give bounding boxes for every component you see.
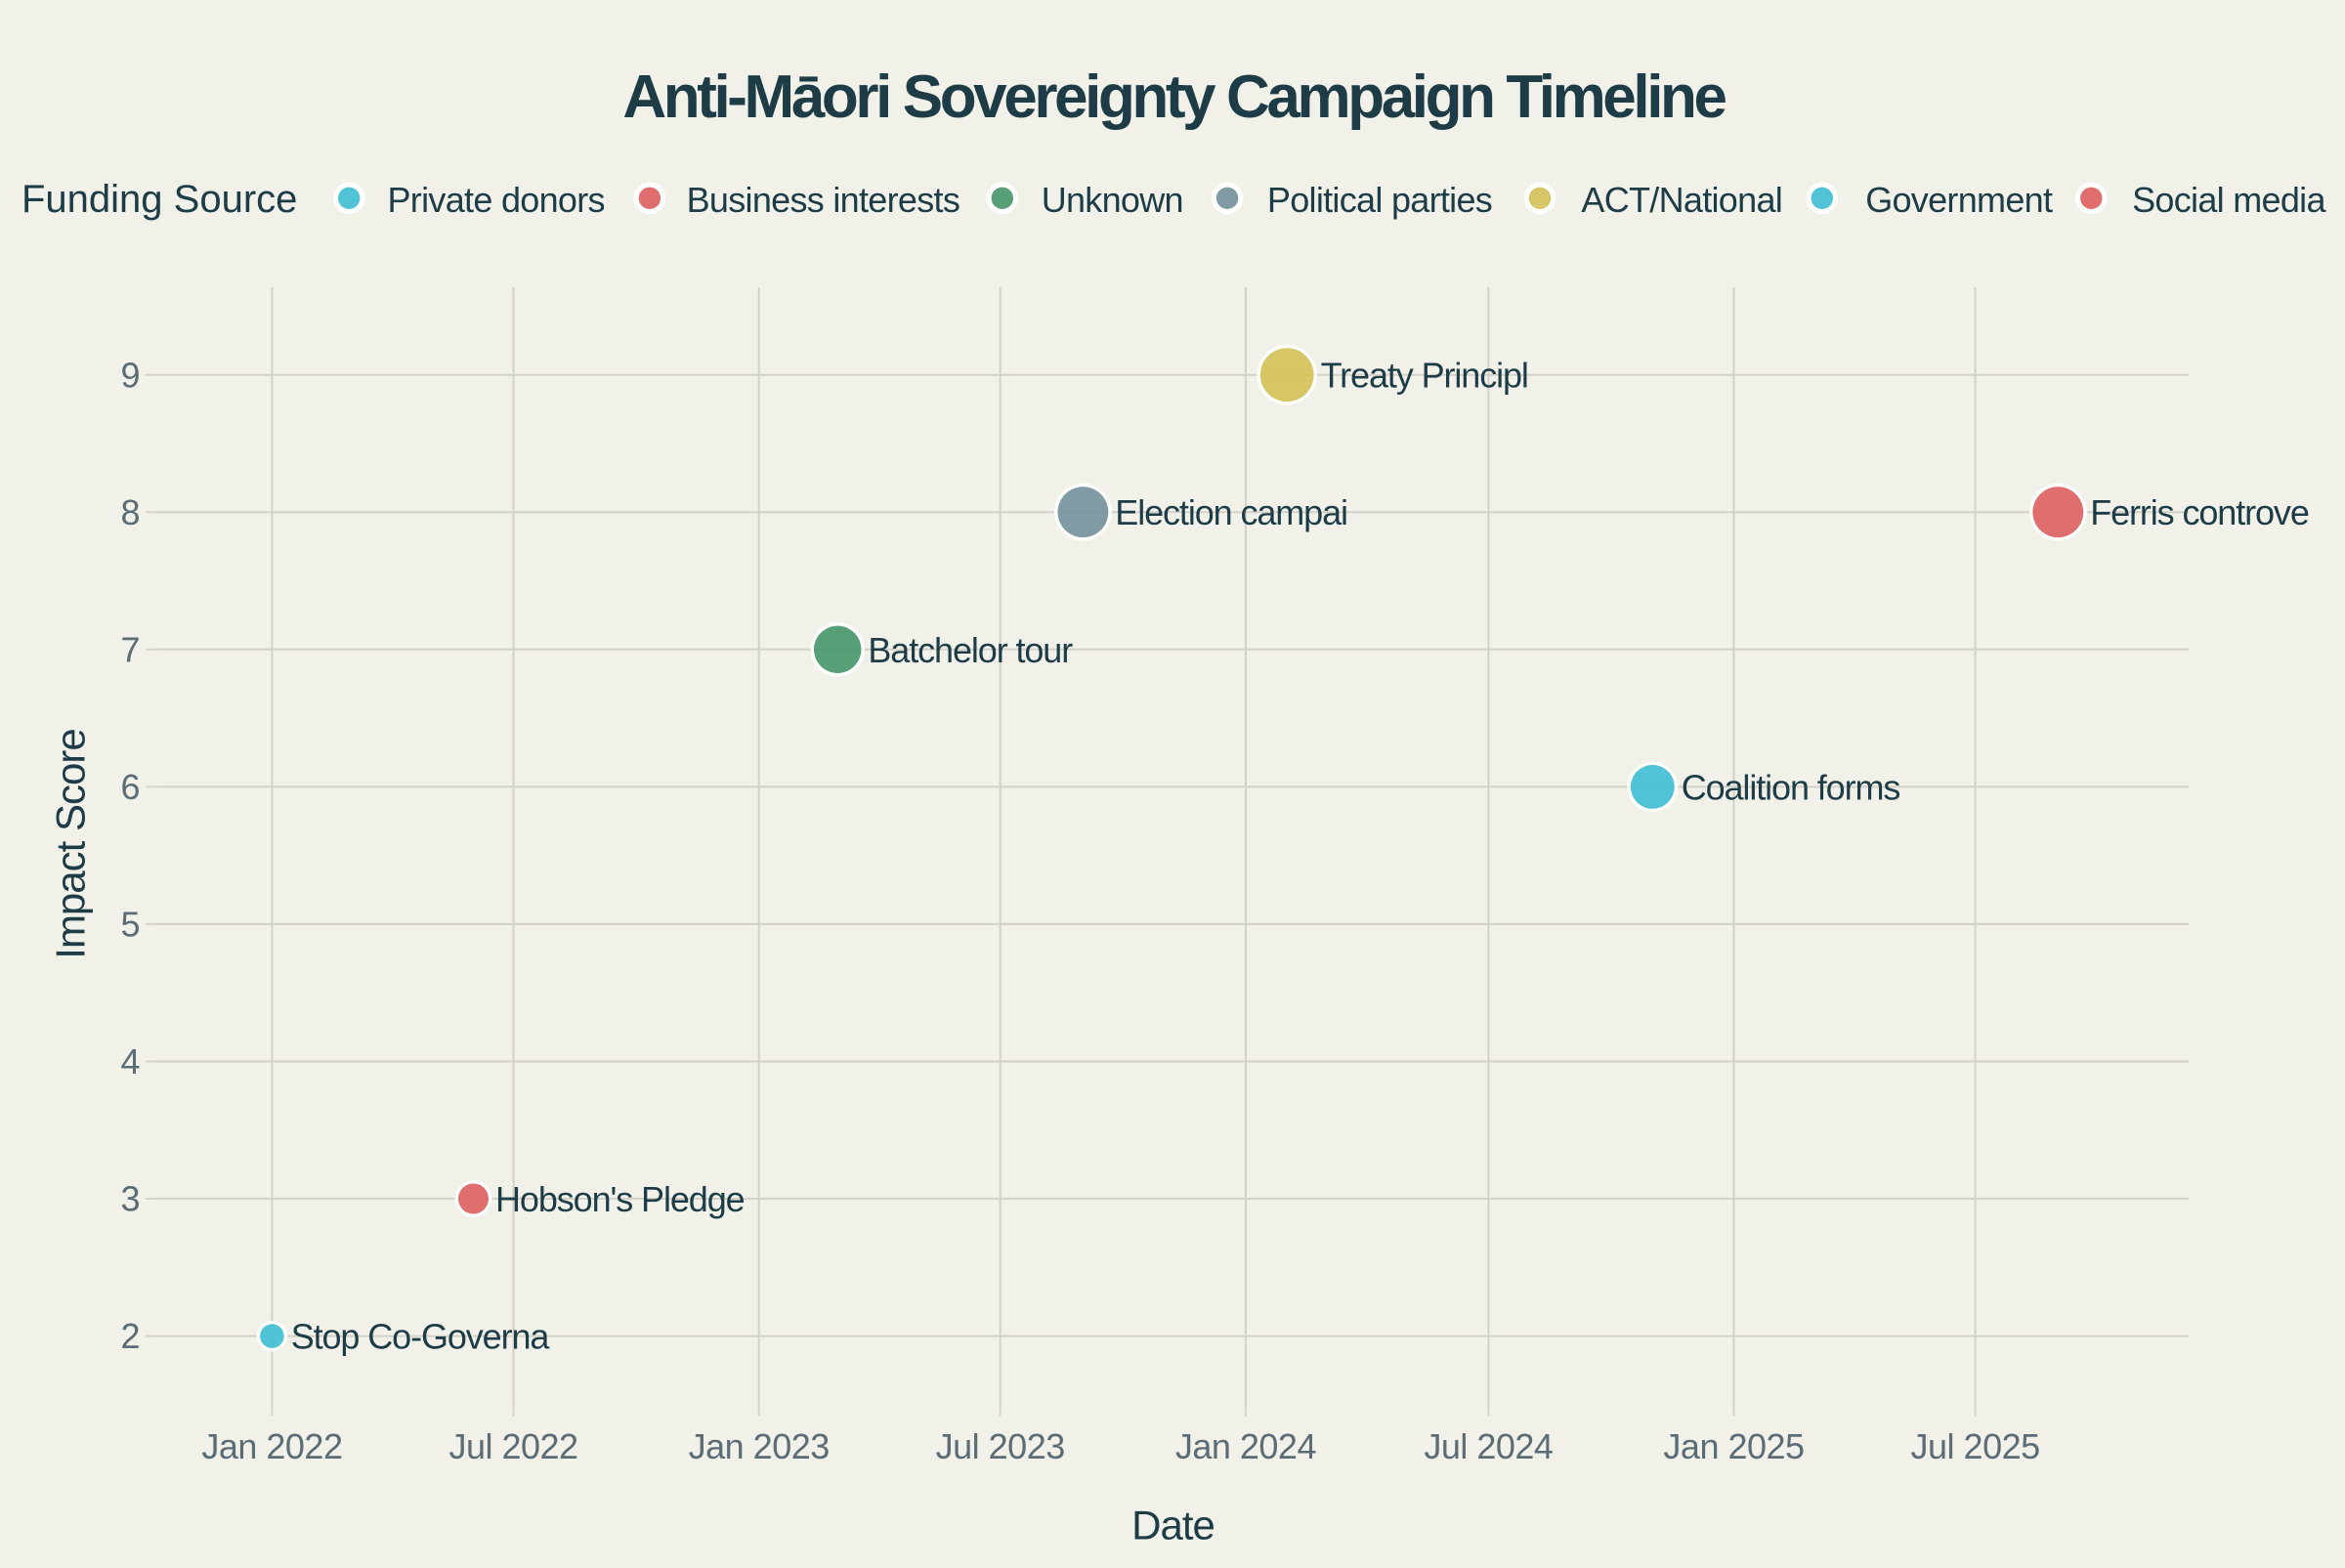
svg-text:Jan 2025: Jan 2025	[1663, 1426, 1804, 1466]
svg-text:Jul 2023: Jul 2023	[936, 1426, 1065, 1466]
svg-text:Political parties: Political parties	[1267, 180, 1492, 220]
svg-text:Funding Source: Funding Source	[21, 178, 297, 221]
svg-text:Stop Co-Governa: Stop Co-Governa	[291, 1317, 551, 1357]
svg-text:Hobson's Pledge: Hobson's Pledge	[495, 1179, 745, 1219]
svg-text:Coalition forms: Coalition forms	[1682, 767, 1900, 807]
svg-text:4: 4	[120, 1041, 140, 1081]
svg-text:Treaty Principl: Treaty Principl	[1321, 356, 1528, 396]
svg-text:5: 5	[120, 905, 140, 945]
svg-text:Impact Score: Impact Score	[48, 729, 94, 958]
svg-text:Ferris controve: Ferris controve	[2090, 492, 2309, 532]
svg-text:Business interests: Business interests	[687, 180, 960, 220]
svg-text:2: 2	[120, 1316, 140, 1356]
svg-text:Date: Date	[1131, 1503, 1215, 1548]
svg-text:Jan 2022: Jan 2022	[201, 1426, 342, 1466]
svg-text:Anti-Māori Sovereignty Campaig: Anti-Māori Sovereignty Campaign Timeline	[622, 64, 1726, 131]
svg-text:Jul 2024: Jul 2024	[1424, 1426, 1553, 1466]
svg-text:Election campai: Election campai	[1115, 492, 1347, 532]
svg-text:3: 3	[120, 1179, 140, 1219]
svg-text:Private donors: Private donors	[388, 180, 605, 220]
svg-text:Unknown: Unknown	[1042, 180, 1183, 220]
svg-text:Jul 2025: Jul 2025	[1911, 1426, 2040, 1466]
svg-text:9: 9	[120, 355, 140, 395]
svg-text:8: 8	[120, 492, 140, 532]
svg-text:ACT/National: ACT/National	[1581, 180, 1782, 220]
svg-text:Jan 2024: Jan 2024	[1175, 1426, 1316, 1466]
svg-text:Jul 2022: Jul 2022	[448, 1426, 577, 1466]
svg-text:Government: Government	[1865, 180, 2053, 220]
svg-text:Jan 2023: Jan 2023	[689, 1426, 830, 1466]
svg-text:Batchelor tour: Batchelor tour	[868, 630, 1073, 670]
svg-text:7: 7	[120, 629, 140, 669]
svg-text:Social media: Social media	[2132, 180, 2326, 220]
svg-text:6: 6	[120, 767, 140, 807]
